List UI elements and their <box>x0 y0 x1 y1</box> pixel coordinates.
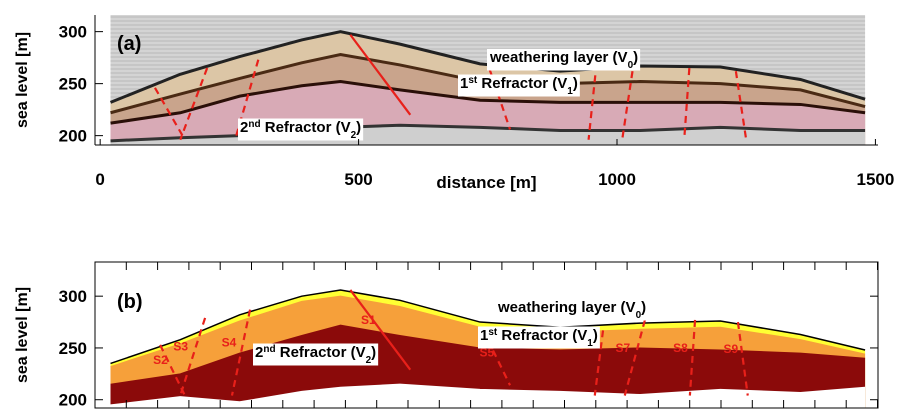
annotation-part: st <box>488 327 498 338</box>
annotation-part: 2 <box>366 355 372 366</box>
annotation-part: nd <box>248 119 260 130</box>
annotation-part: 1 <box>480 327 488 344</box>
annotation: 1st Refractor (V1) <box>480 327 598 349</box>
annotation-part: ) <box>371 344 376 361</box>
annotation-part: ) <box>356 119 361 136</box>
y-tick-label: 200 <box>59 391 87 409</box>
y-tick-label: 200 <box>59 127 87 146</box>
layer-top <box>109 30 866 104</box>
annotation-part: Refractor (V <box>261 119 351 136</box>
fault-label: S3 <box>173 340 188 354</box>
annotation: 2nd Refractor (V2) <box>255 344 376 366</box>
annotation-background <box>495 299 649 321</box>
fault <box>486 339 512 386</box>
annotation-part: 1 <box>587 338 593 349</box>
fault-label: S7 <box>615 341 630 355</box>
annotation-part: Refractor (V <box>497 327 587 344</box>
layer-fill <box>110 384 866 408</box>
annotation-part: ) <box>641 299 646 316</box>
fault <box>179 317 207 396</box>
fault-label: S5 <box>480 345 495 359</box>
fault-label: S9 <box>724 342 739 356</box>
x-tick-label: 1000 <box>598 170 636 189</box>
x-tick-label: 0 <box>95 170 104 189</box>
layer-top <box>110 80 866 125</box>
annotation-background <box>478 326 600 349</box>
plot-frame <box>94 261 879 409</box>
y-axis-title: sea level [m] <box>14 287 31 383</box>
annotation-part: weathering layer (V <box>489 49 628 66</box>
fault-label: S8 <box>673 341 688 355</box>
fault <box>593 330 605 396</box>
panel-label: (a) <box>117 33 141 55</box>
annotation-background <box>487 49 641 71</box>
annotation-part: ) <box>573 75 578 92</box>
layer-top <box>110 289 866 365</box>
y-tick-label: 250 <box>59 75 87 94</box>
annotation: weathering layer (V0) <box>489 49 638 71</box>
x-tick-label: 500 <box>344 170 372 189</box>
fault <box>623 319 646 396</box>
annotation: 1st Refractor (V1) <box>460 75 578 97</box>
x-tick-label: 1500 <box>857 170 895 189</box>
fault <box>234 59 260 141</box>
annotation: weathering layer (V0) <box>497 299 646 321</box>
layer-top <box>110 52 866 115</box>
annotation-part: nd <box>263 344 275 355</box>
y-tick-label: 300 <box>59 287 87 306</box>
y-tick-label: 250 <box>59 339 87 358</box>
fault <box>349 34 412 116</box>
fault <box>587 75 597 140</box>
annotation-part: 0 <box>636 310 642 321</box>
fault <box>349 289 412 371</box>
annotation-background <box>238 118 364 141</box>
annotation-part: Refractor (V <box>477 75 567 92</box>
annotation-part: 2 <box>351 130 357 141</box>
annotation: 2nd Refractor (V2) <box>240 119 361 141</box>
fault-label: S1 <box>361 313 376 327</box>
layer-top <box>110 324 866 385</box>
layer-top <box>110 295 866 368</box>
fault <box>153 87 186 141</box>
annotation-part: weathering layer (V <box>497 299 636 316</box>
annotation-part: st <box>468 75 478 86</box>
annotation-part: ) <box>593 327 598 344</box>
y-tick-label: 300 <box>59 23 87 42</box>
annotation-part: 2 <box>240 119 248 136</box>
layer-top <box>110 383 866 406</box>
annotation-background <box>458 74 580 97</box>
annotation-part: ) <box>633 49 638 66</box>
annotation-part: 1 <box>460 75 468 92</box>
annotation-background <box>253 343 379 366</box>
layer-top <box>110 123 866 143</box>
fault-label: S2 <box>153 353 168 367</box>
annotation-part: 1 <box>567 86 573 97</box>
x-axis-title: distance [m] <box>436 173 536 192</box>
fault <box>159 344 186 397</box>
fault-label: S4 <box>222 336 237 350</box>
fault <box>688 319 697 396</box>
fault <box>488 69 512 130</box>
y-axis-title: sea level [m] <box>14 32 31 128</box>
annotation-part: Refractor (V <box>276 344 366 361</box>
fault <box>179 67 209 141</box>
annotation-part: 0 <box>628 60 634 71</box>
fault <box>230 309 252 396</box>
annotation-part: 2 <box>255 344 263 361</box>
fault <box>736 321 749 396</box>
panel-label: (b) <box>117 291 143 313</box>
